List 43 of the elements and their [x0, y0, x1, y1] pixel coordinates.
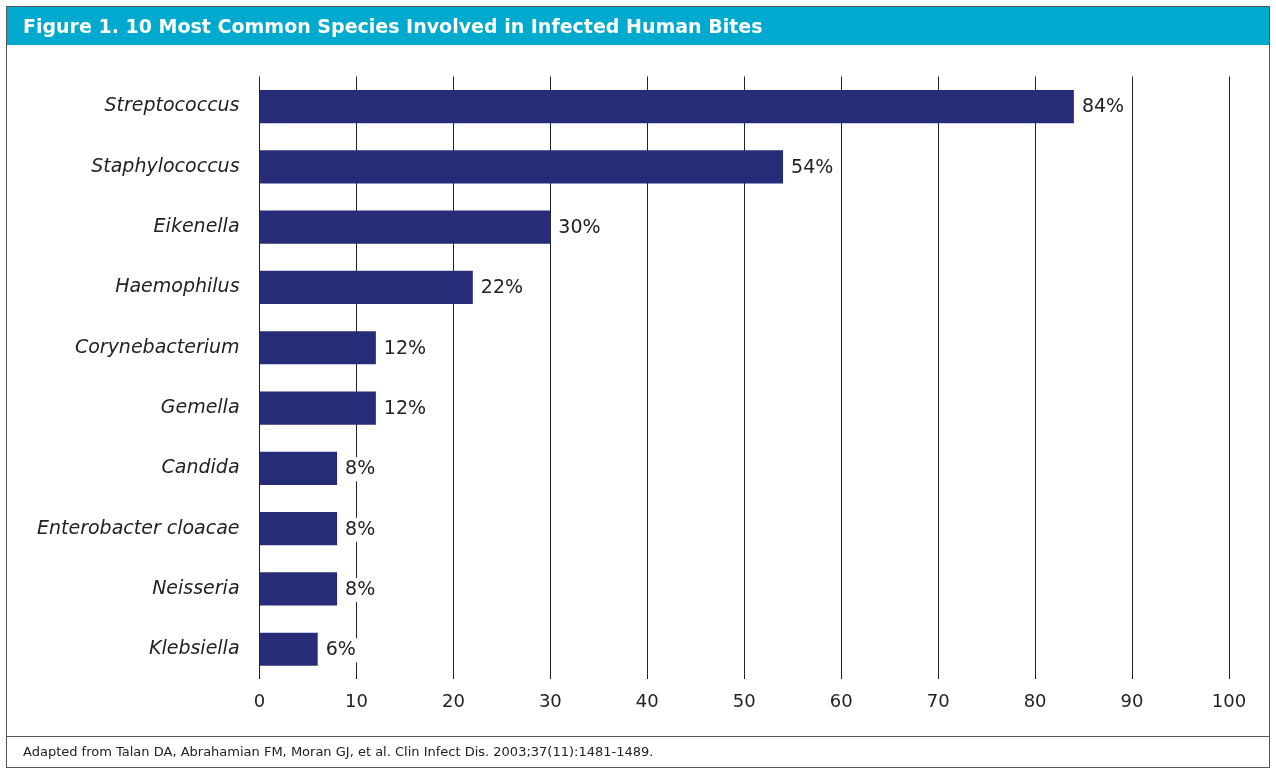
- data-label: 12%: [383, 335, 427, 358]
- y-tick-label: Streptococcus: [104, 93, 240, 116]
- x-tick-label: 60: [829, 689, 853, 711]
- y-tick-label: Gemella: [160, 394, 240, 417]
- text: Adapted from Talan DA, Abrahamian FM, Moran GJ, et al. Clin Infect Dis. 2003;37(11):1481-1489.: [7, 736, 1269, 767]
- bar: [260, 210, 551, 244]
- data-label: 8%: [345, 576, 376, 599]
- x-tick-label: 90: [1120, 689, 1144, 711]
- bar: [260, 572, 338, 606]
- y-tick-label: Haemophilus: [115, 274, 240, 297]
- y-tick-label: Neisseria: [152, 575, 240, 598]
- bar: [260, 391, 376, 425]
- y-tick-label: Staphylococcus: [91, 153, 240, 176]
- bar: [260, 270, 473, 305]
- data-label: 30%: [558, 215, 601, 238]
- x-tick-label: 100: [1211, 689, 1247, 711]
- x-tick-label: 70: [926, 689, 950, 711]
- bar: [260, 451, 338, 485]
- y-tick-label: Corynebacterium: [74, 334, 240, 357]
- bar: [260, 512, 338, 546]
- data-label: 8%: [345, 456, 376, 479]
- bar: [260, 150, 784, 184]
- x-tick-label: 30: [538, 689, 562, 711]
- x-tick-label: 10: [345, 689, 368, 711]
- data-label: 8%: [345, 516, 376, 539]
- x-tick-label: 80: [1023, 689, 1047, 711]
- data-label: 12%: [383, 395, 427, 418]
- data-label: 22%: [480, 275, 524, 298]
- bar: [260, 632, 318, 666]
- data-label: 6%: [325, 637, 356, 660]
- y-tick-label: Enterobacter cloacae: [36, 515, 240, 538]
- data-label: 84%: [1081, 94, 1125, 117]
- x-tick-label: 40: [635, 689, 659, 711]
- bar: [260, 331, 376, 365]
- chart-title: Figure 1. 10 Most Common Species Involved in Infected Human Bites: [7, 7, 1269, 45]
- x-tick-label: 20: [441, 689, 465, 711]
- bar: [260, 89, 1074, 124]
- y-tick-label: Klebsiella: [148, 636, 240, 659]
- y-tick-label: Eikenella: [153, 214, 240, 237]
- y-tick-label: Candida: [161, 455, 240, 478]
- x-tick-label: 0: [253, 689, 266, 711]
- x-tick-label: 50: [732, 689, 756, 711]
- data-label: 54%: [791, 154, 834, 177]
